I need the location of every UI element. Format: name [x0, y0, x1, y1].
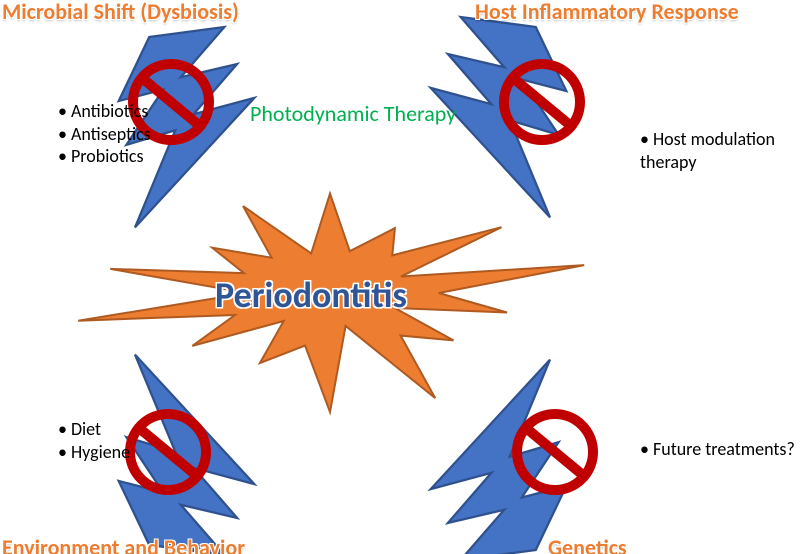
no-symbol-bl — [130, 414, 206, 490]
bullet-item: Probiotics — [58, 145, 151, 168]
heading-genetics: Genetics — [548, 534, 627, 554]
bullets-environment: DietHygiene — [18, 418, 130, 463]
bullet-item: Future treatments? — [640, 438, 795, 461]
bullet-item: Hygiene — [58, 441, 130, 464]
bullet-item: Antiseptics — [58, 123, 151, 146]
bullets-genetics: Future treatments? — [600, 438, 795, 461]
bullet-item: Diet — [58, 418, 130, 441]
heading-microbial: Microbial Shift (Dysbiosis) — [2, 0, 239, 25]
bullets-host: Host modulation therapy — [600, 128, 800, 173]
bullet-item: Host modulation therapy — [640, 128, 800, 173]
heading-environment: Environment and Behavior — [2, 534, 245, 554]
no-symbol-tr — [504, 64, 580, 140]
heading-host: Host Inflammatory Response — [475, 0, 739, 25]
lightning-bolt-br — [420, 343, 588, 554]
center-label-periodontitis: Periodontitis — [215, 273, 407, 317]
photodynamic-therapy-label: Photodynamic Therapy — [250, 100, 456, 127]
bullets-microbial: AntibioticsAntisepticsProbiotics — [18, 100, 151, 168]
no-symbol-br — [517, 414, 593, 490]
bullet-item: Antibiotics — [58, 100, 151, 123]
